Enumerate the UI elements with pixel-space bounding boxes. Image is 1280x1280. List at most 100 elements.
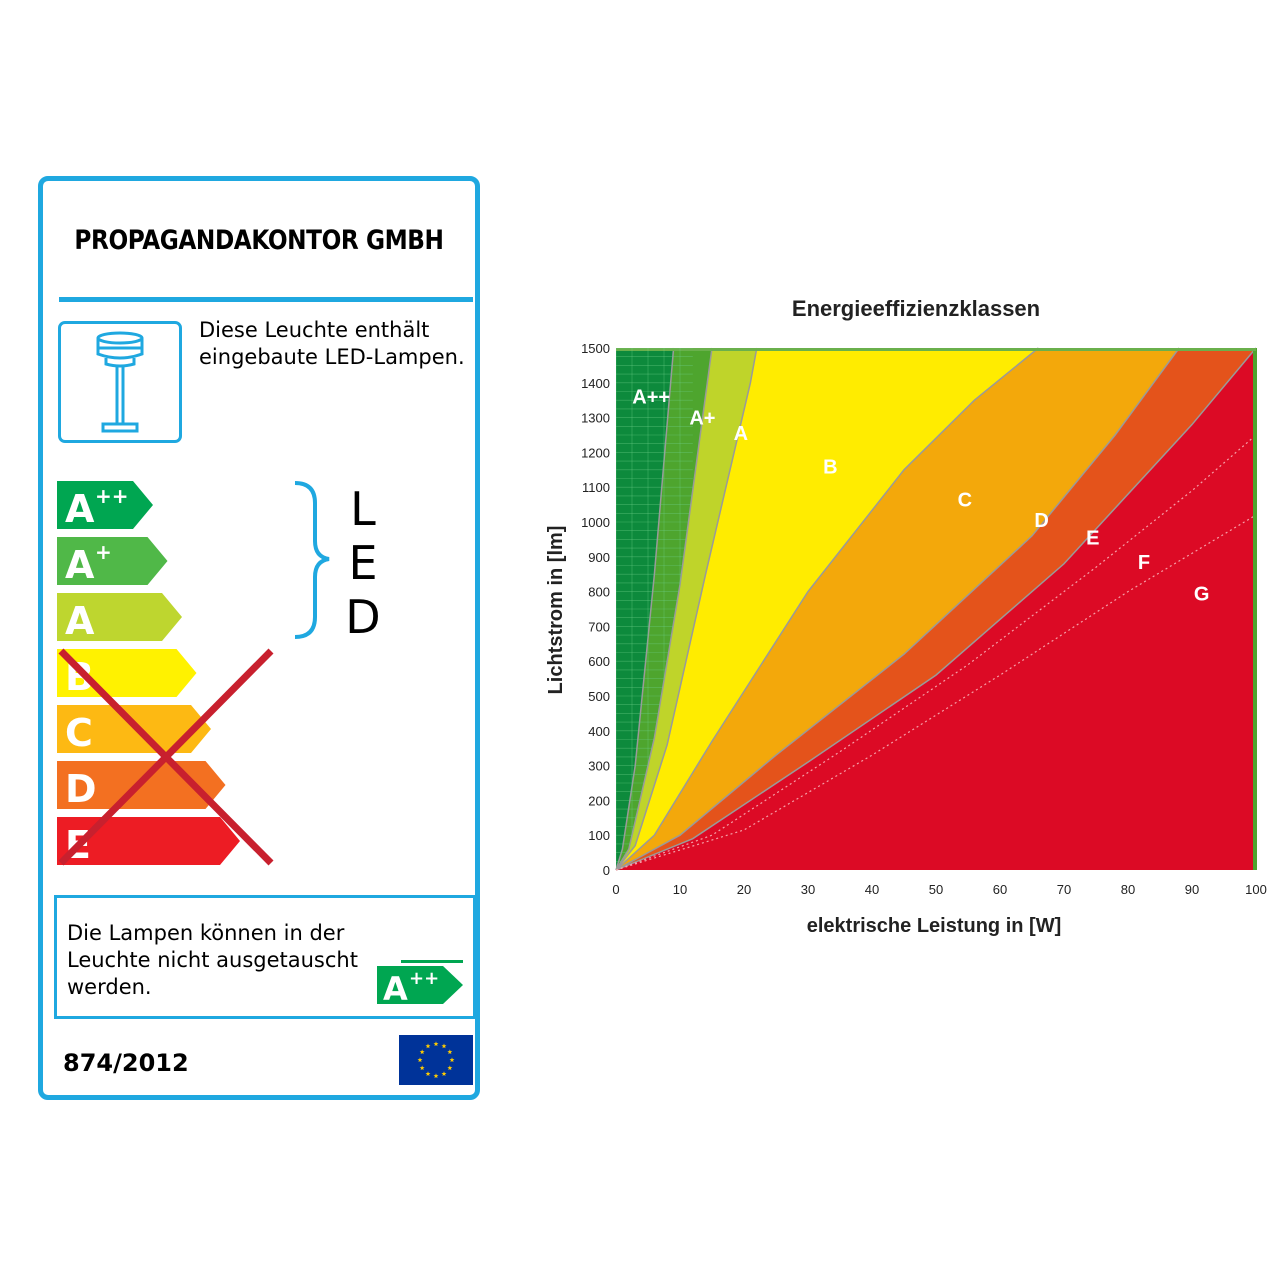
boundary-A+	[615, 347, 713, 871]
y-tick-100: 100	[588, 828, 610, 843]
class-arrow-3: B	[57, 649, 197, 699]
y-tick-1500: 1500	[581, 341, 610, 356]
cross-line-2	[58, 648, 274, 866]
x-tick-labels: 0 10 20 30 40 50 60 70 80 90 100	[612, 882, 1266, 897]
led-letter-l: L	[350, 482, 376, 536]
eu-star-11	[425, 1043, 431, 1049]
eu-star-10	[419, 1049, 425, 1055]
area-label-E: E	[1086, 528, 1099, 550]
x-tick-20: 20	[737, 882, 751, 897]
class-labels: A++ A+ A B C D E F G	[632, 387, 1209, 606]
class-letter-4: C	[65, 711, 93, 755]
x-tick-30: 30	[801, 882, 815, 897]
note-badge-letter: A	[383, 970, 408, 1004]
class-letter-2: A	[65, 599, 95, 643]
lamp-description: Diese Leuchte enthält eingebaute LED-Lam…	[199, 317, 481, 371]
y-tick-1000: 1000	[581, 515, 610, 530]
right-edge-strip	[1253, 348, 1257, 870]
eu-star-2	[447, 1049, 453, 1055]
led-letter-e: E	[348, 536, 377, 590]
area-label-B: B	[823, 456, 837, 478]
boundary-B	[615, 347, 1039, 871]
lamp-text-line-1: Diese Leuchte enthält	[199, 318, 430, 342]
boundary-F	[615, 514, 1257, 871]
y-tick-1300: 1300	[581, 411, 610, 426]
note-line-2: Leuchte nicht ausgetauscht	[67, 948, 358, 972]
y-tick-500: 500	[588, 689, 610, 704]
y-axis-label: Lichtstrom in [lm]	[545, 526, 567, 695]
y-tick-1100: 1100	[582, 480, 610, 495]
led-letter-d: D	[345, 590, 380, 644]
class-arrow-shape-1	[57, 537, 168, 585]
area-label-C: C	[958, 489, 972, 511]
y-tick-600: 600	[588, 654, 610, 669]
regulation-number: 874/2012	[63, 1049, 189, 1077]
table-lamp-icon	[96, 331, 144, 433]
eu-flag-icon	[399, 1035, 473, 1085]
x-axis-label: elektrische Leistung in [W]	[807, 915, 1061, 937]
x-tick-70: 70	[1057, 882, 1071, 897]
note-class-badge: A ++	[377, 960, 463, 1004]
note-badge-arrow	[377, 966, 463, 1004]
area-label-A++: A++	[632, 387, 670, 409]
class-arrow-shape-6	[57, 817, 240, 865]
area-label-A+: A+	[689, 408, 715, 430]
x-tick-80: 80	[1121, 882, 1135, 897]
boundary-D	[615, 347, 1257, 871]
y-tick-labels: 0 100 200 300 400 500 600 700 800 900 1000 1100 1200…	[581, 341, 610, 878]
header-divider	[59, 297, 473, 302]
y-tick-200: 200	[588, 793, 610, 808]
boundary-C	[615, 347, 1180, 871]
y-tick-800: 800	[588, 585, 610, 600]
lamp-text-line-2: eingebaute LED-Lampen.	[199, 345, 465, 369]
eu-star-1	[441, 1043, 447, 1049]
area-label-D: D	[1034, 510, 1048, 532]
note-line-1: Die Lampen können in der	[67, 921, 345, 945]
y-tick-700: 700	[588, 619, 610, 634]
class-arrow-shape-0	[57, 481, 153, 529]
x-tick-40: 40	[865, 882, 879, 897]
class-arrow-2: A	[57, 593, 182, 643]
note-badge-sup: ++	[409, 968, 439, 989]
x-tick-90: 90	[1185, 882, 1199, 897]
class-letter-1: A	[65, 543, 95, 587]
x-tick-50: 50	[929, 882, 943, 897]
chart-title: Energieeffizienzklassen	[792, 296, 1040, 321]
area-label-A: A	[734, 423, 748, 445]
eu-star-4	[447, 1065, 453, 1071]
y-tick-900: 900	[588, 550, 610, 565]
eu-star-5	[441, 1071, 447, 1076]
y-tick-1400: 1400	[581, 376, 610, 391]
class-arrow-shape-2	[57, 593, 182, 641]
y-tick-0: 0	[603, 863, 610, 878]
plot-areas	[616, 348, 1256, 870]
class-arrow-0: A ++	[57, 481, 153, 531]
eu-star-9	[417, 1057, 423, 1063]
class-arrow-6: E	[57, 817, 240, 867]
eu-star-7	[425, 1071, 431, 1076]
replacement-note-box: Die Lampen können in der Leuchte nicht a…	[54, 895, 476, 1019]
area-label-F: F	[1138, 552, 1150, 574]
y-tick-400: 400	[588, 724, 610, 739]
x-tick-0: 0	[612, 882, 619, 897]
class-sup-1: +	[95, 540, 112, 564]
led-brace	[294, 481, 330, 639]
top-edge-strip	[616, 348, 1256, 351]
eu-star-0	[433, 1041, 439, 1047]
efficiency-chart: Energieeffizienzklassen A++ A+ A B C D E F G 0 10…	[545, 296, 1267, 937]
y-tick-300: 300	[588, 759, 610, 774]
manufacturer-name: PROPAGANDAKONTOR GMBH	[74, 225, 444, 256]
note-line-3: werden.	[67, 975, 152, 999]
class-letter-0: A	[65, 487, 95, 531]
area-label-G: G	[1194, 583, 1210, 605]
lamp-icon-box	[58, 321, 182, 443]
eu-star-6	[433, 1073, 439, 1079]
note-badge-bar	[401, 960, 463, 963]
boundary-A	[615, 347, 758, 871]
eu-star-8	[419, 1065, 425, 1071]
class-arrow-1: A +	[57, 537, 168, 587]
class-sup-0: ++	[95, 484, 129, 508]
y-tick-1200: 1200	[581, 445, 610, 460]
x-tick-10: 10	[673, 882, 687, 897]
